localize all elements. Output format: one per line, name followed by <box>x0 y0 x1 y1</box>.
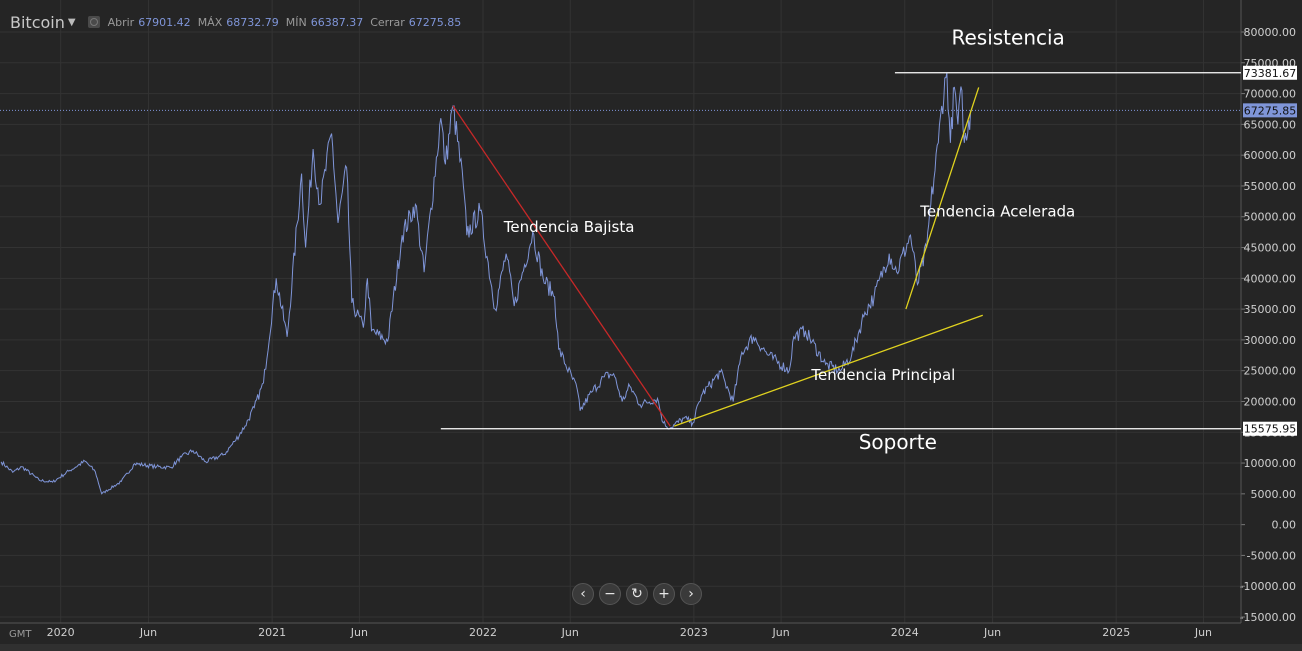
open-value: 67901.42 <box>138 15 191 29</box>
x-tick-label: Jun <box>772 626 790 639</box>
chart-nav-controls: ‹ − ↻ + › <box>572 583 702 605</box>
y-tick-label: -5000.00 <box>1247 549 1296 562</box>
low-value: 66387.37 <box>310 15 364 29</box>
y-tick-label: 5000.00 <box>1251 488 1297 501</box>
y-tick-label: 65000.00 <box>1244 118 1297 131</box>
reset-zoom-button[interactable]: ↻ <box>626 583 648 605</box>
price-series-line <box>0 72 972 495</box>
close-label: Cerrar <box>370 15 405 29</box>
annotation-text: Resistencia <box>951 25 1064 49</box>
y-tick-label: -10000.00 <box>1240 580 1296 593</box>
level-price-badge <box>1243 421 1297 436</box>
trendline <box>674 314 983 427</box>
settings-icon[interactable] <box>87 16 100 28</box>
trendline <box>452 105 671 427</box>
x-tick-label: 2021 <box>258 626 286 639</box>
zoom-out-button[interactable]: − <box>599 583 621 605</box>
y-tick-label: 0.00 <box>1272 519 1297 532</box>
ohlc-readout: Abrir 67901.42 MÁX 68732.79 MÍN 66387.37… <box>108 16 465 29</box>
high-value: 68732.79 <box>226 15 279 29</box>
y-tick-label: 80000.00 <box>1244 26 1297 39</box>
open-label: Abrir <box>107 15 135 29</box>
current-price-label: 67275.85 <box>1244 104 1297 117</box>
x-tick-label: Jun <box>350 626 368 639</box>
scroll-track <box>0 644 1302 651</box>
x-tick-label: Jun <box>983 626 1001 639</box>
level-price-label: 73381.67 <box>1244 67 1297 80</box>
y-tick-label: 20000.00 <box>1244 395 1297 408</box>
y-tick-label: -15000.00 <box>1240 611 1296 624</box>
annotation-text: Soporte <box>859 430 937 454</box>
annotation-text: Tendencia Acelerada <box>919 203 1075 221</box>
y-tick-label: 60000.00 <box>1244 149 1297 162</box>
x-tick-label: Jun <box>561 626 579 639</box>
symbol-name: Bitcoin <box>10 12 65 32</box>
y-tick-label: 50000.00 <box>1244 211 1297 224</box>
x-tick-label: 2023 <box>680 626 708 639</box>
symbol-selector[interactable]: Bitcoin ▼ <box>10 13 76 32</box>
annotation-text: Tendencia Bajista <box>503 218 635 236</box>
timezone-label: GMT <box>9 629 32 640</box>
y-tick-label: 70000.00 <box>1244 88 1297 101</box>
trendline <box>905 87 980 310</box>
caret-down-icon: ▼ <box>67 16 76 28</box>
x-tick-label: 2020 <box>47 626 75 639</box>
current-price-badge <box>1243 103 1297 118</box>
high-label: MÁX <box>197 15 223 29</box>
y-tick-label: 25000.00 <box>1244 365 1297 378</box>
y-tick-label: 30000.00 <box>1244 334 1297 347</box>
x-tick-label: Jun <box>1194 626 1212 639</box>
y-tick-label: 45000.00 <box>1244 242 1297 255</box>
x-tick-label: 2025 <box>1102 626 1130 639</box>
chart-header: Bitcoin ▼ Abrir 67901.42 MÁX 68732.79 MÍ… <box>0 0 464 44</box>
x-tick-label: 2022 <box>469 626 497 639</box>
scroll-right-button[interactable]: › <box>680 583 702 605</box>
x-tick-label: Jun <box>139 626 157 639</box>
level-price-label: 15575.95 <box>1244 423 1297 436</box>
x-tick-label: 2024 <box>891 626 919 639</box>
low-label: MÍN <box>285 15 307 29</box>
close-value: 67275.85 <box>408 15 462 29</box>
y-tick-label: 55000.00 <box>1244 180 1297 193</box>
annotation-text: Tendencia Principal <box>810 366 955 384</box>
zoom-in-button[interactable]: + <box>653 583 675 605</box>
y-tick-label: 40000.00 <box>1244 272 1297 285</box>
scroll-left-button[interactable]: ‹ <box>572 583 594 605</box>
level-price-badge <box>1243 65 1297 80</box>
y-tick-label: 10000.00 <box>1244 457 1297 470</box>
y-tick-label: 35000.00 <box>1244 303 1297 316</box>
